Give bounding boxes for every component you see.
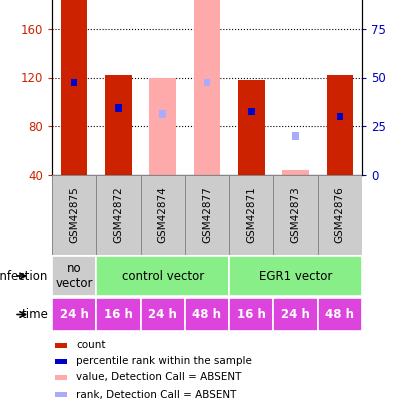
Bar (159, 111, 166, 118)
Bar (337, 113, 343, 120)
Text: GSM42872: GSM42872 (113, 187, 123, 243)
Text: percentile rank within the sample: percentile rank within the sample (76, 356, 252, 366)
Text: 48 h: 48 h (325, 308, 354, 321)
Bar (96, 298, 140, 331)
Text: control vector: control vector (122, 269, 204, 283)
Bar (229, 175, 273, 255)
Text: infection: infection (0, 269, 48, 283)
Bar (185, 298, 229, 331)
Text: GSM42874: GSM42874 (158, 187, 168, 243)
Bar (229, 298, 273, 331)
Bar (194, 0, 220, 175)
Bar (71, 79, 78, 86)
Text: GSM42875: GSM42875 (69, 187, 79, 243)
Bar (52, 175, 96, 255)
Bar (185, 175, 229, 255)
Text: GSM42871: GSM42871 (246, 187, 256, 243)
Text: EGR1 vector: EGR1 vector (259, 269, 332, 283)
Bar (52, 298, 96, 331)
Bar (318, 175, 362, 255)
Bar (149, 77, 176, 175)
Bar (292, 132, 299, 140)
Text: count: count (76, 340, 106, 350)
Bar (318, 298, 362, 331)
Bar (327, 75, 353, 175)
Text: value, Detection Call = ABSENT: value, Detection Call = ABSENT (76, 372, 242, 382)
Bar (55, 392, 67, 397)
Text: 48 h: 48 h (193, 308, 222, 321)
Text: time: time (21, 308, 48, 321)
Text: 24 h: 24 h (281, 308, 310, 321)
Bar (115, 104, 122, 112)
Text: rank, Detection Call = ABSENT: rank, Detection Call = ABSENT (76, 390, 237, 400)
Text: no
vector: no vector (55, 262, 93, 290)
Text: 16 h: 16 h (237, 308, 266, 321)
Text: GSM42876: GSM42876 (335, 187, 345, 243)
Text: 24 h: 24 h (60, 308, 89, 321)
Bar (229, 256, 362, 296)
Text: 24 h: 24 h (148, 308, 177, 321)
Text: GSM42873: GSM42873 (291, 187, 300, 243)
Bar (140, 175, 185, 255)
Bar (61, 0, 88, 175)
Bar (282, 170, 309, 175)
Text: 16 h: 16 h (104, 308, 133, 321)
Bar (273, 175, 318, 255)
Bar (96, 256, 229, 296)
Text: GSM42877: GSM42877 (202, 187, 212, 243)
Bar (55, 359, 67, 364)
Bar (238, 80, 265, 175)
Bar (96, 175, 140, 255)
Bar (204, 79, 210, 86)
Bar (273, 298, 318, 331)
Bar (55, 343, 67, 348)
Bar (52, 256, 96, 296)
Bar (105, 75, 132, 175)
Bar (55, 375, 67, 380)
Bar (140, 298, 185, 331)
Bar (248, 108, 255, 115)
